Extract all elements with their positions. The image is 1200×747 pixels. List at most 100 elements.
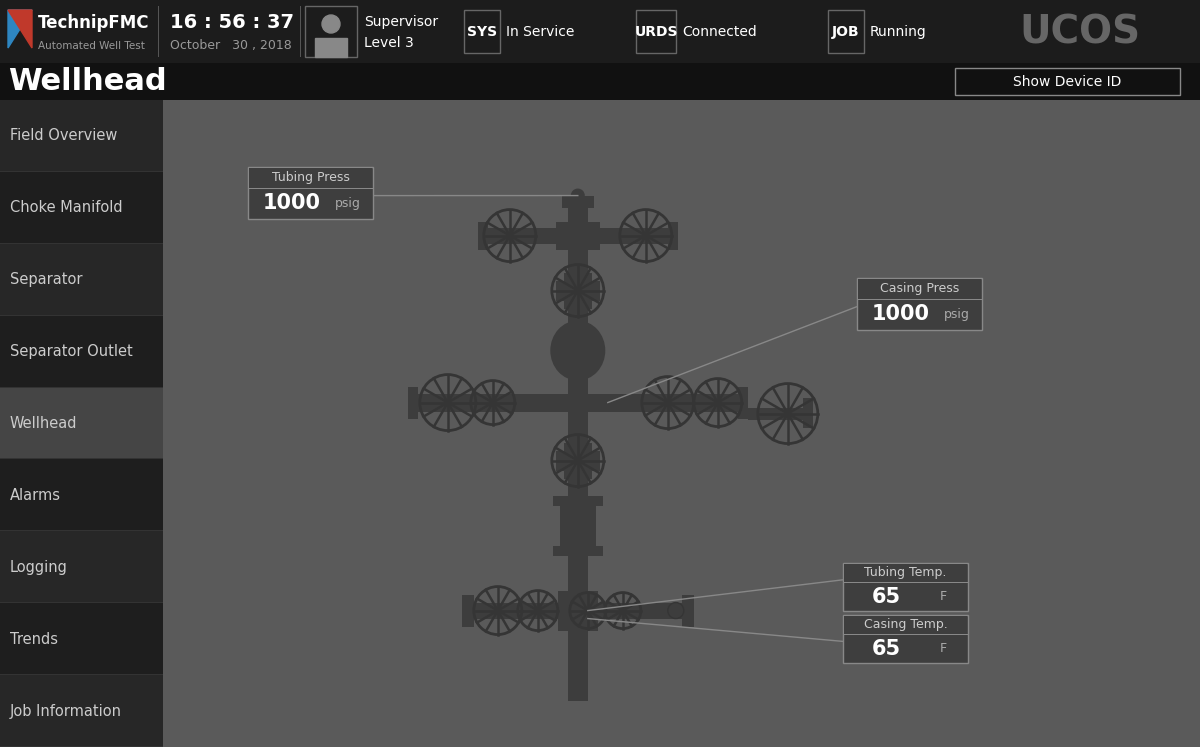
Bar: [857, 278, 982, 330]
Text: 65: 65: [872, 639, 901, 659]
Bar: [0, 316, 163, 388]
Text: SYS: SYS: [467, 25, 497, 39]
Text: JOB: JOB: [832, 25, 860, 39]
Bar: [478, 222, 487, 249]
Bar: [0, 386, 163, 388]
Bar: [0, 604, 163, 675]
Bar: [662, 606, 678, 616]
Bar: [408, 386, 418, 418]
Bar: [0, 171, 163, 172]
Circle shape: [322, 15, 340, 33]
Bar: [592, 450, 600, 471]
Bar: [553, 495, 602, 506]
Text: 16 : 56 : 37: 16 : 56 : 37: [170, 13, 294, 31]
Text: 65: 65: [872, 586, 901, 607]
Bar: [0, 0, 1200, 63]
Bar: [248, 167, 373, 219]
Bar: [842, 634, 968, 635]
Bar: [0, 459, 163, 531]
Text: Choke Manifold: Choke Manifold: [10, 200, 122, 215]
Text: Trends: Trends: [10, 632, 58, 647]
Bar: [842, 563, 968, 611]
Text: Connected: Connected: [682, 25, 757, 39]
Text: Alarms: Alarms: [10, 488, 61, 503]
Bar: [482, 228, 673, 244]
Text: Show Device ID: Show Device ID: [1013, 75, 1121, 88]
Bar: [0, 388, 163, 459]
Bar: [636, 10, 676, 53]
Text: Automated Well Test: Automated Well Test: [38, 41, 145, 51]
Bar: [564, 442, 592, 479]
Bar: [844, 616, 967, 634]
Bar: [0, 531, 163, 604]
Text: F: F: [940, 590, 947, 603]
Bar: [553, 545, 602, 556]
Bar: [413, 394, 743, 412]
Text: URDS: URDS: [635, 25, 678, 39]
Bar: [828, 10, 864, 53]
Bar: [0, 746, 163, 747]
Text: F: F: [940, 642, 947, 655]
Text: Separator Outlet: Separator Outlet: [10, 344, 133, 359]
Bar: [562, 196, 594, 208]
Text: psig: psig: [335, 197, 361, 210]
Polygon shape: [8, 10, 32, 48]
Bar: [556, 222, 600, 249]
Text: 1000: 1000: [871, 304, 930, 324]
Bar: [556, 450, 564, 471]
Bar: [738, 386, 748, 418]
Bar: [0, 244, 163, 316]
Bar: [844, 564, 967, 582]
Text: psig: psig: [944, 308, 970, 321]
Bar: [0, 674, 163, 675]
Circle shape: [667, 603, 684, 619]
Ellipse shape: [551, 320, 605, 380]
Bar: [803, 397, 812, 427]
Text: October   30 , 2018: October 30 , 2018: [170, 40, 292, 52]
Polygon shape: [314, 38, 347, 57]
Bar: [250, 168, 372, 187]
Text: Level 3: Level 3: [364, 36, 414, 50]
Bar: [564, 273, 592, 309]
Bar: [559, 495, 595, 556]
Bar: [468, 603, 688, 619]
Bar: [955, 68, 1180, 95]
Text: Running: Running: [870, 25, 926, 39]
Bar: [842, 582, 968, 583]
Bar: [0, 314, 163, 316]
Text: 1000: 1000: [263, 193, 320, 214]
Bar: [305, 6, 358, 57]
Bar: [0, 63, 1200, 100]
Polygon shape: [8, 10, 32, 48]
Text: Wellhead: Wellhead: [8, 67, 167, 96]
Bar: [592, 281, 600, 300]
Bar: [0, 530, 163, 531]
Bar: [0, 243, 163, 244]
Bar: [556, 281, 564, 300]
Bar: [558, 591, 598, 630]
Text: TechnipFMC: TechnipFMC: [38, 14, 150, 32]
Bar: [842, 615, 968, 663]
Circle shape: [571, 188, 584, 202]
Text: Wellhead: Wellhead: [10, 416, 78, 431]
Text: UCOS: UCOS: [1020, 13, 1140, 51]
Bar: [748, 408, 803, 420]
Bar: [682, 595, 694, 627]
Bar: [0, 675, 163, 747]
Bar: [0, 602, 163, 604]
Text: Job Information: Job Information: [10, 704, 122, 719]
Bar: [462, 595, 474, 627]
Text: Logging: Logging: [10, 560, 68, 574]
Text: Tubing Temp.: Tubing Temp.: [864, 566, 947, 579]
Text: Separator: Separator: [10, 272, 83, 288]
Bar: [857, 299, 982, 300]
Bar: [667, 222, 678, 249]
Bar: [464, 10, 500, 53]
Bar: [858, 279, 982, 299]
Text: Casing Press: Casing Press: [880, 282, 959, 295]
Text: Casing Temp.: Casing Temp.: [864, 618, 947, 631]
Bar: [0, 100, 163, 172]
Bar: [248, 187, 373, 189]
Bar: [632, 603, 662, 618]
Text: Tubing Press: Tubing Press: [271, 171, 349, 184]
